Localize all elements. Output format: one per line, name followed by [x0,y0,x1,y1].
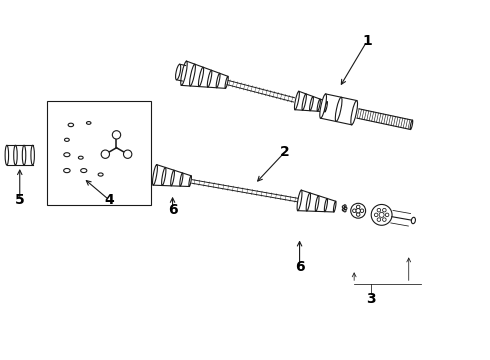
Ellipse shape [181,61,187,85]
Circle shape [374,213,378,217]
Ellipse shape [207,70,212,87]
Text: 2: 2 [280,145,290,159]
Ellipse shape [171,170,174,186]
Ellipse shape [325,102,327,112]
Circle shape [383,218,386,221]
Circle shape [101,150,109,158]
Circle shape [356,208,360,213]
Ellipse shape [175,64,181,80]
Ellipse shape [162,167,166,185]
Circle shape [343,205,346,207]
Circle shape [123,150,132,158]
Ellipse shape [302,94,306,110]
Circle shape [360,209,364,212]
Ellipse shape [315,196,319,211]
Circle shape [343,208,344,211]
Text: 1: 1 [362,34,372,48]
Ellipse shape [81,168,87,172]
Ellipse shape [317,99,320,111]
Circle shape [383,208,386,212]
Ellipse shape [190,64,196,86]
Ellipse shape [320,94,326,118]
Text: 4: 4 [104,193,114,207]
Ellipse shape [86,122,91,124]
Ellipse shape [225,76,228,88]
Ellipse shape [14,145,17,165]
Ellipse shape [31,145,34,165]
Ellipse shape [78,156,83,159]
Ellipse shape [5,145,9,165]
Circle shape [351,203,366,218]
Ellipse shape [152,165,157,185]
Ellipse shape [310,96,314,111]
Circle shape [371,204,392,225]
Ellipse shape [324,198,327,212]
Bar [47,100,151,205]
Text: 6: 6 [295,260,304,274]
Circle shape [353,209,356,212]
Circle shape [379,212,384,217]
Ellipse shape [180,173,183,186]
Circle shape [343,210,346,212]
Ellipse shape [297,190,302,211]
Ellipse shape [23,145,26,165]
Text: 6: 6 [168,203,177,217]
Circle shape [385,213,389,217]
Circle shape [377,208,381,212]
Ellipse shape [294,91,299,110]
Circle shape [112,131,121,139]
Ellipse shape [410,120,413,130]
Ellipse shape [64,168,70,173]
Ellipse shape [335,97,342,122]
Ellipse shape [64,153,70,157]
Circle shape [356,213,360,216]
Ellipse shape [334,201,336,212]
Ellipse shape [65,138,69,141]
Ellipse shape [68,123,73,127]
Circle shape [377,218,381,221]
Ellipse shape [198,67,204,86]
Circle shape [356,205,360,209]
Ellipse shape [98,173,103,176]
Ellipse shape [412,217,416,224]
Ellipse shape [306,193,311,211]
Ellipse shape [189,176,192,186]
Ellipse shape [216,73,220,88]
Ellipse shape [351,100,358,125]
Circle shape [343,206,344,208]
Circle shape [344,207,347,210]
Text: 5: 5 [15,193,24,207]
Text: 3: 3 [366,292,376,306]
